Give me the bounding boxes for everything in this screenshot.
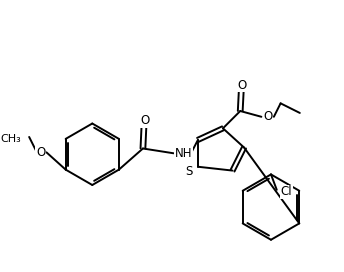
Text: NH: NH (174, 147, 192, 160)
Text: CH₃: CH₃ (1, 134, 21, 144)
Text: Cl: Cl (281, 185, 292, 198)
Text: O: O (36, 146, 45, 159)
Text: S: S (186, 165, 193, 178)
Text: O: O (238, 79, 247, 92)
Text: O: O (264, 110, 273, 123)
Text: O: O (140, 114, 150, 127)
